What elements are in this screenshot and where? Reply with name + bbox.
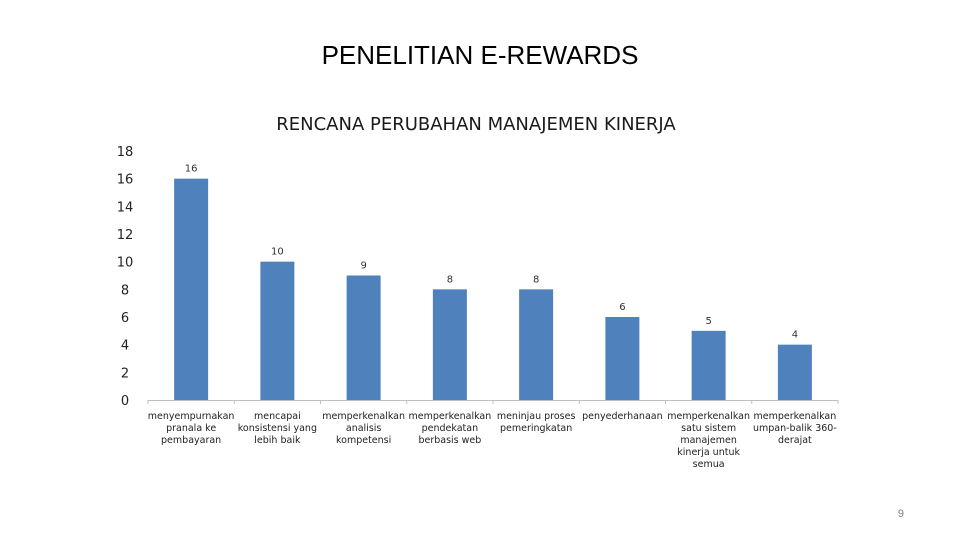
y-tick-label: 4 bbox=[121, 339, 129, 354]
category-label-line: semua bbox=[693, 459, 725, 470]
category-label-line: kinerja untuk bbox=[677, 447, 740, 458]
category-label-line: memperkenalkan bbox=[667, 411, 750, 422]
category-label-line: menyempurnakan bbox=[148, 411, 235, 422]
category-labels: menyempurnakan pranala ke pembayaranmencap… bbox=[148, 411, 837, 470]
category-label: mencapai konsistensi yang lebih baik bbox=[238, 411, 317, 446]
y-tick-label: 6 bbox=[121, 311, 129, 326]
category-label-line: kompetensi bbox=[336, 435, 391, 446]
data-labels: 16 10 9 8 8 6 5 4 bbox=[185, 164, 798, 341]
y-tick-label: 12 bbox=[117, 228, 134, 243]
category-label-line: pranala ke bbox=[166, 423, 216, 434]
category-label-line: memperkenalkan bbox=[322, 411, 405, 422]
y-tick-label: 2 bbox=[121, 366, 129, 381]
data-label: 16 bbox=[185, 164, 198, 175]
category-label: memperkenalkan umpan-balik 360-derajat bbox=[753, 411, 837, 446]
y-tick-label: 10 bbox=[117, 256, 134, 271]
page-number: 9 bbox=[897, 508, 904, 520]
category-label: menyempurnakan pranala ke pembayaran bbox=[148, 411, 235, 446]
y-tick-label: 14 bbox=[117, 200, 134, 215]
category-label-line: analisis bbox=[346, 423, 382, 434]
bar bbox=[519, 289, 554, 400]
y-tick-label: 8 bbox=[121, 283, 129, 298]
bar bbox=[260, 261, 295, 400]
data-label: 5 bbox=[705, 316, 711, 327]
bar bbox=[691, 330, 726, 400]
data-label: 8 bbox=[447, 274, 453, 285]
category-label-line: pendekatan bbox=[422, 423, 479, 434]
category-label: memperkenalkan analisis kompetensi bbox=[322, 411, 405, 446]
data-label: 8 bbox=[533, 274, 539, 285]
y-tick-label: 0 bbox=[121, 394, 129, 409]
category-label: penyederhanaan bbox=[582, 411, 663, 422]
y-tick-label: 18 bbox=[117, 145, 134, 160]
category-label-line: derajat bbox=[778, 435, 812, 446]
category-label-line: memperkenalkan bbox=[753, 411, 836, 422]
bar bbox=[777, 344, 812, 400]
data-label: 10 bbox=[271, 247, 284, 258]
category-label-line: penyederhanaan bbox=[582, 411, 663, 422]
data-label: 9 bbox=[360, 261, 366, 272]
category-label-line: manajemen bbox=[680, 435, 737, 446]
bar bbox=[605, 317, 640, 400]
bar bbox=[432, 289, 467, 400]
category-label: memperkenalkan satu sistem manajemen kinerj… bbox=[667, 411, 750, 470]
category-label-line: pembayaran bbox=[161, 435, 221, 446]
slide-title: PENELITIAN E-REWARDS bbox=[321, 40, 639, 70]
category-label-line: umpan-balik 360- bbox=[753, 423, 837, 434]
category-label-line: konsistensi yang bbox=[238, 423, 317, 434]
bar bbox=[346, 275, 381, 400]
y-tick-labels: 0 2 4 6 8 10 12 14 16 18 bbox=[117, 145, 134, 409]
data-label: 6 bbox=[619, 302, 625, 313]
chart-title: RENCANA PERUBAHAN MANAJEMEN KINERJA bbox=[276, 114, 676, 135]
data-label: 4 bbox=[792, 330, 798, 341]
category-label: memperkenalkan pendekatan berbasis web bbox=[408, 411, 491, 446]
category-label-line: lebih baik bbox=[254, 435, 301, 446]
bars bbox=[174, 178, 812, 400]
y-tick-label: 16 bbox=[117, 173, 134, 188]
category-label-line: pemeringkatan bbox=[500, 423, 572, 434]
category-label-line: memperkenalkan bbox=[408, 411, 491, 422]
bar bbox=[174, 178, 209, 400]
category-label-line: meninjau proses bbox=[497, 411, 576, 422]
category-label-line: satu sistem bbox=[681, 423, 736, 434]
category-label-line: berbasis web bbox=[418, 435, 481, 446]
axes bbox=[147, 400, 839, 404]
category-label-line: mencapai bbox=[254, 411, 301, 422]
category-label: meninjau proses pemeringkatan bbox=[497, 411, 576, 434]
